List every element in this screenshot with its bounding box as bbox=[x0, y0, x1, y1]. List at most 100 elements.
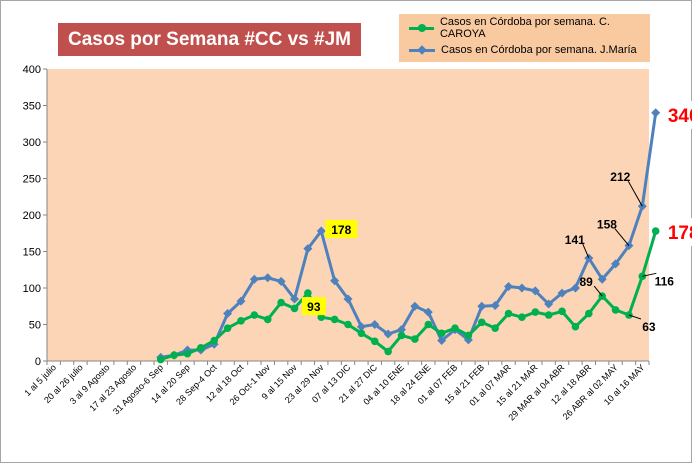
data-point-caroya bbox=[170, 351, 178, 359]
data-point-jmaria bbox=[276, 276, 286, 286]
data-point-jmaria bbox=[343, 294, 353, 304]
data-point-caroya bbox=[290, 304, 299, 313]
annotation-leader bbox=[628, 314, 642, 320]
annotation-leader bbox=[614, 228, 630, 246]
data-point-jmaria bbox=[236, 296, 246, 306]
legend: Casos en Córdoba por semana. C. CAROYA C… bbox=[399, 14, 650, 62]
data-point-jmaria bbox=[557, 288, 567, 298]
data-point-jmaria bbox=[330, 276, 340, 286]
data-point-jmaria bbox=[570, 283, 580, 293]
data-point-caroya bbox=[451, 324, 459, 332]
annotation-leader bbox=[593, 285, 603, 297]
annotation-label: 212 bbox=[610, 170, 630, 184]
data-point-caroya bbox=[317, 313, 326, 322]
data-point-caroya bbox=[504, 309, 513, 318]
data-point-caroya bbox=[183, 349, 192, 358]
data-point-jmaria bbox=[249, 274, 259, 284]
annotation-label: 340 bbox=[668, 106, 692, 127]
data-point-jmaria bbox=[530, 286, 540, 296]
annotation-label: 141 bbox=[565, 233, 585, 247]
annotation-label: 158 bbox=[597, 218, 617, 232]
legend-label-caroya: Casos en Córdoba por semana. C. CAROYA bbox=[439, 16, 610, 40]
annotation-label: 89 bbox=[579, 275, 593, 289]
data-point-caroya bbox=[237, 317, 245, 325]
data-point-caroya bbox=[223, 324, 232, 332]
annotation-label: 63 bbox=[642, 320, 656, 334]
annotation-leader bbox=[582, 243, 590, 259]
y-tick-label: 100 bbox=[23, 283, 41, 295]
data-point-caroya bbox=[544, 311, 553, 319]
annotation-label: 93 bbox=[307, 300, 321, 314]
data-point-caroya bbox=[585, 309, 593, 318]
data-point-caroya bbox=[304, 289, 312, 297]
data-point-jmaria bbox=[316, 226, 326, 236]
data-point-caroya bbox=[357, 329, 366, 338]
y-tick-label: 0 bbox=[35, 356, 41, 368]
annotation-leader bbox=[627, 180, 643, 207]
data-point-caroya bbox=[197, 344, 205, 352]
data-point-caroya bbox=[277, 298, 285, 307]
chart-title: Casos por Semana #CC vs #JM bbox=[58, 23, 361, 56]
data-point-caroya bbox=[464, 331, 473, 340]
legend-swatch-jmaria bbox=[409, 44, 435, 56]
data-point-jmaria bbox=[263, 273, 273, 283]
annotation-label: 178 bbox=[668, 223, 692, 244]
y-tick-label: 300 bbox=[23, 137, 41, 149]
y-tick-label: 50 bbox=[29, 320, 41, 332]
data-point-jmaria bbox=[423, 307, 433, 317]
annotation-leader bbox=[642, 272, 657, 277]
data-point-caroya bbox=[344, 320, 352, 329]
y-tick-label: 250 bbox=[23, 174, 41, 186]
data-point-jmaria bbox=[410, 301, 420, 311]
y-tick-label: 350 bbox=[23, 101, 41, 113]
data-point-jmaria bbox=[437, 336, 447, 346]
y-tick-label: 200 bbox=[23, 210, 41, 222]
plot-area bbox=[47, 69, 649, 361]
annotation-badge bbox=[325, 220, 358, 239]
data-point-jmaria bbox=[303, 244, 313, 254]
data-point-caroya bbox=[531, 308, 540, 316]
annotation-badge bbox=[662, 218, 692, 247]
annotation-badge bbox=[301, 297, 326, 316]
annotation-label: 178 bbox=[331, 223, 351, 237]
legend-entry-caroya: Casos en Córdoba por semana. C. CAROYA bbox=[409, 16, 650, 40]
legend-entry-jmaria: Casos en Córdoba por semana. J.María bbox=[409, 42, 637, 58]
data-point-jmaria bbox=[597, 274, 607, 284]
data-point-caroya bbox=[370, 337, 379, 346]
data-point-caroya bbox=[424, 320, 433, 329]
annotation-label: 116 bbox=[655, 274, 675, 288]
data-point-jmaria bbox=[651, 108, 661, 118]
data-point-jmaria bbox=[383, 329, 393, 339]
data-point-caroya bbox=[437, 329, 446, 338]
data-point-caroya bbox=[558, 307, 566, 316]
data-point-caroya bbox=[611, 306, 620, 314]
legend-swatch-caroya bbox=[409, 22, 434, 34]
data-point-caroya bbox=[250, 311, 259, 319]
data-point-caroya bbox=[156, 355, 165, 364]
y-tick-label: 400 bbox=[23, 64, 41, 76]
data-point-caroya bbox=[411, 335, 419, 343]
data-point-jmaria bbox=[223, 309, 233, 319]
x-tick-label: 17 al 23 Agosto bbox=[87, 362, 138, 413]
legend-label-jmaria: Casos en Córdoba por semana. J.María bbox=[441, 44, 637, 56]
data-point-jmaria bbox=[544, 299, 554, 309]
data-point-caroya bbox=[210, 336, 219, 345]
data-point-jmaria bbox=[289, 294, 299, 304]
data-point-jmaria bbox=[356, 322, 366, 332]
data-point-jmaria bbox=[490, 301, 500, 311]
data-point-caroya bbox=[518, 313, 526, 322]
data-point-caroya bbox=[263, 315, 272, 324]
data-point-caroya bbox=[330, 315, 339, 324]
data-point-jmaria bbox=[370, 320, 380, 329]
y-tick-label: 150 bbox=[23, 247, 41, 259]
data-point-caroya bbox=[651, 227, 660, 235]
data-point-jmaria bbox=[477, 301, 487, 311]
data-point-jmaria bbox=[611, 259, 621, 269]
data-point-caroya bbox=[397, 331, 406, 340]
data-point-jmaria bbox=[504, 282, 514, 292]
data-point-caroya bbox=[384, 347, 392, 356]
data-point-caroya bbox=[477, 318, 486, 327]
data-point-jmaria bbox=[397, 325, 407, 335]
